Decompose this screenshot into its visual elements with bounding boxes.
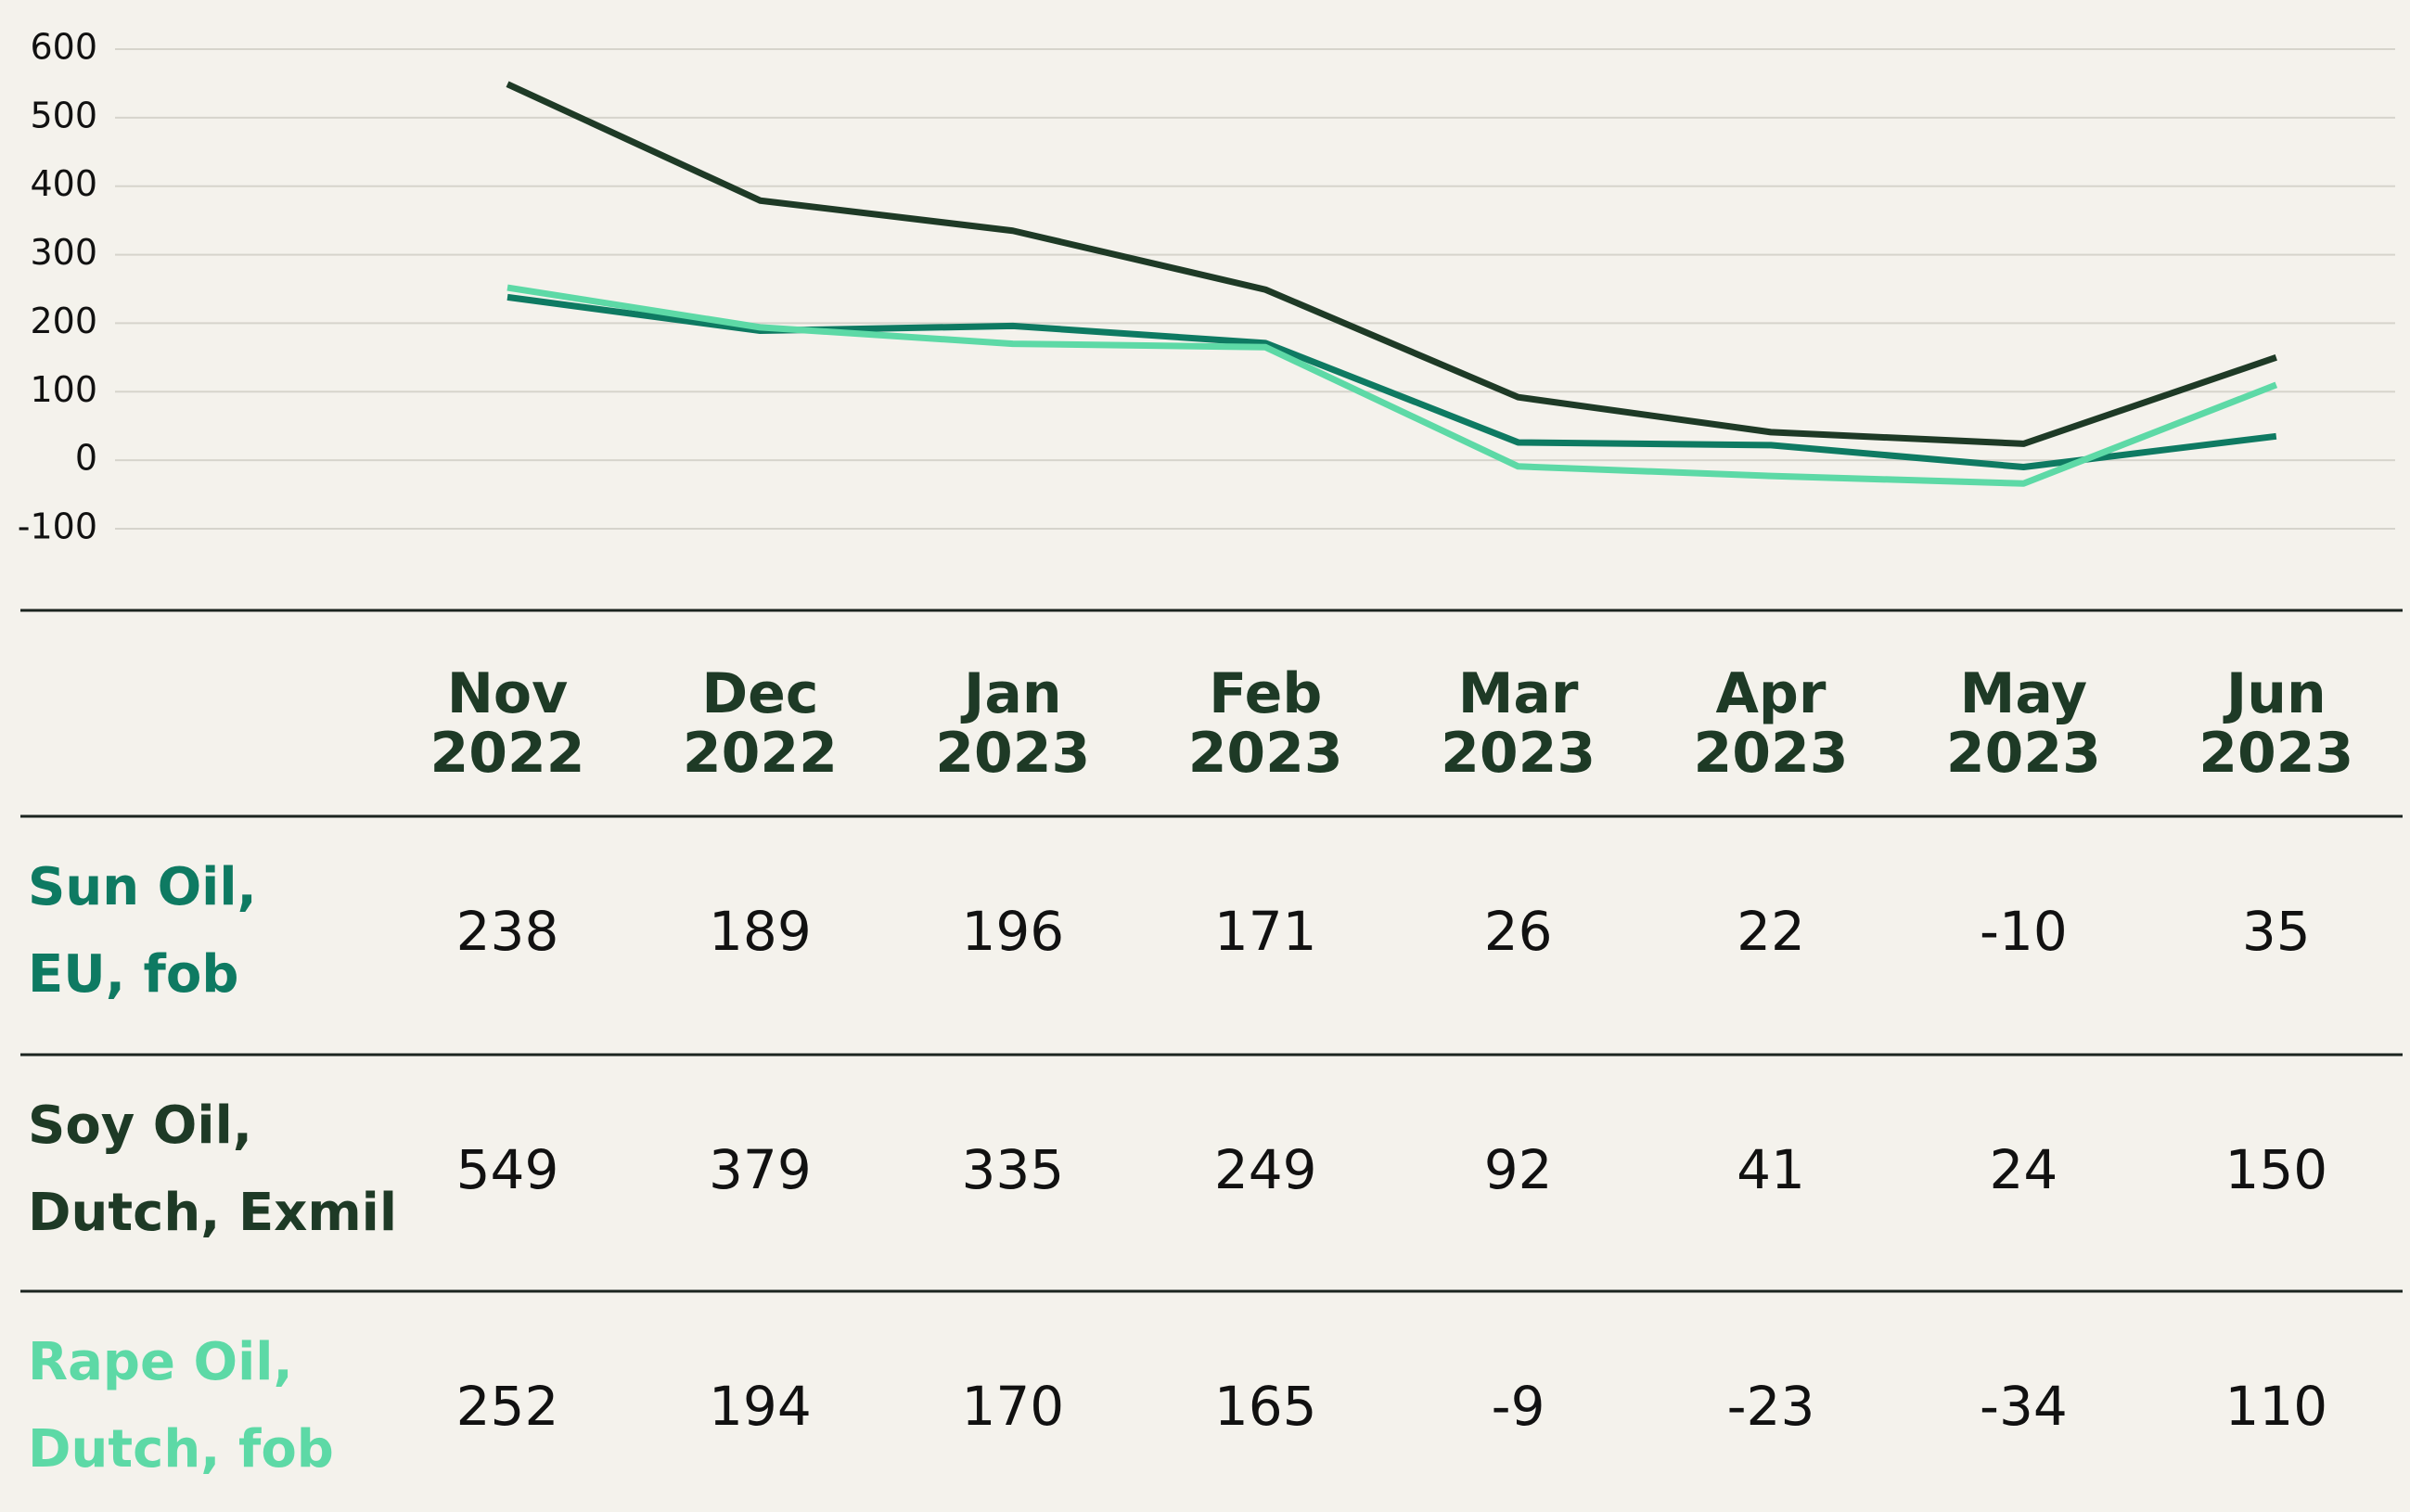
column-header: Mar 2023 (1441, 661, 1596, 786)
table-value: -34 (1980, 1375, 2068, 1438)
table-value: 35 (2241, 900, 2311, 963)
row-label: Sun Oil, EU, fob (28, 857, 257, 1005)
table-value: 238 (455, 900, 559, 963)
table-value: 379 (709, 1138, 812, 1201)
table-value: 196 (961, 900, 1065, 963)
y-tick-label: -100 (18, 506, 97, 547)
table-value: 170 (961, 1375, 1065, 1438)
y-tick-label: 300 (30, 232, 97, 273)
table-value: 150 (2224, 1138, 2328, 1201)
y-tick-label: 600 (30, 27, 97, 68)
column-header: Feb 2023 (1187, 661, 1343, 786)
column-header: Jun 2023 (2198, 661, 2354, 786)
table-value: 549 (455, 1138, 559, 1201)
table-value: 26 (1483, 900, 1553, 963)
y-tick-label: 500 (30, 95, 97, 135)
table-value: -23 (1726, 1375, 1815, 1438)
table-value: 22 (1737, 900, 1805, 963)
y-tick-label: 200 (30, 301, 97, 341)
table-value: 249 (1213, 1138, 1317, 1201)
column-header: May 2023 (1945, 661, 2101, 786)
table-value: 165 (1213, 1375, 1317, 1438)
table-value: 41 (1737, 1138, 1805, 1201)
y-tick-label: 0 (75, 438, 97, 479)
table-value: -10 (1980, 900, 2068, 963)
column-header: Dec 2022 (682, 661, 838, 786)
column-header: Jan 2023 (935, 661, 1091, 786)
column-header: Nov 2022 (429, 661, 585, 786)
table-value: 24 (1989, 1138, 2058, 1201)
table-value: 92 (1483, 1138, 1553, 1201)
table-value: 189 (709, 900, 812, 963)
series-line (506, 81, 2277, 447)
y-tick-label: 400 (30, 163, 97, 204)
table-value: 194 (709, 1375, 812, 1438)
table-value: 171 (1213, 900, 1317, 963)
table-value: 110 (2224, 1375, 2328, 1438)
series-line (506, 284, 2278, 487)
row-label: Soy Oil, Dutch, Exmil (28, 1096, 398, 1243)
column-header: Apr 2023 (1693, 661, 1849, 786)
row-label: Rape Oil, Dutch, fob (28, 1332, 334, 1480)
table-value: 335 (961, 1138, 1065, 1201)
table-value: 252 (455, 1375, 559, 1438)
table-value: -9 (1491, 1375, 1545, 1438)
y-tick-label: 100 (30, 369, 97, 410)
